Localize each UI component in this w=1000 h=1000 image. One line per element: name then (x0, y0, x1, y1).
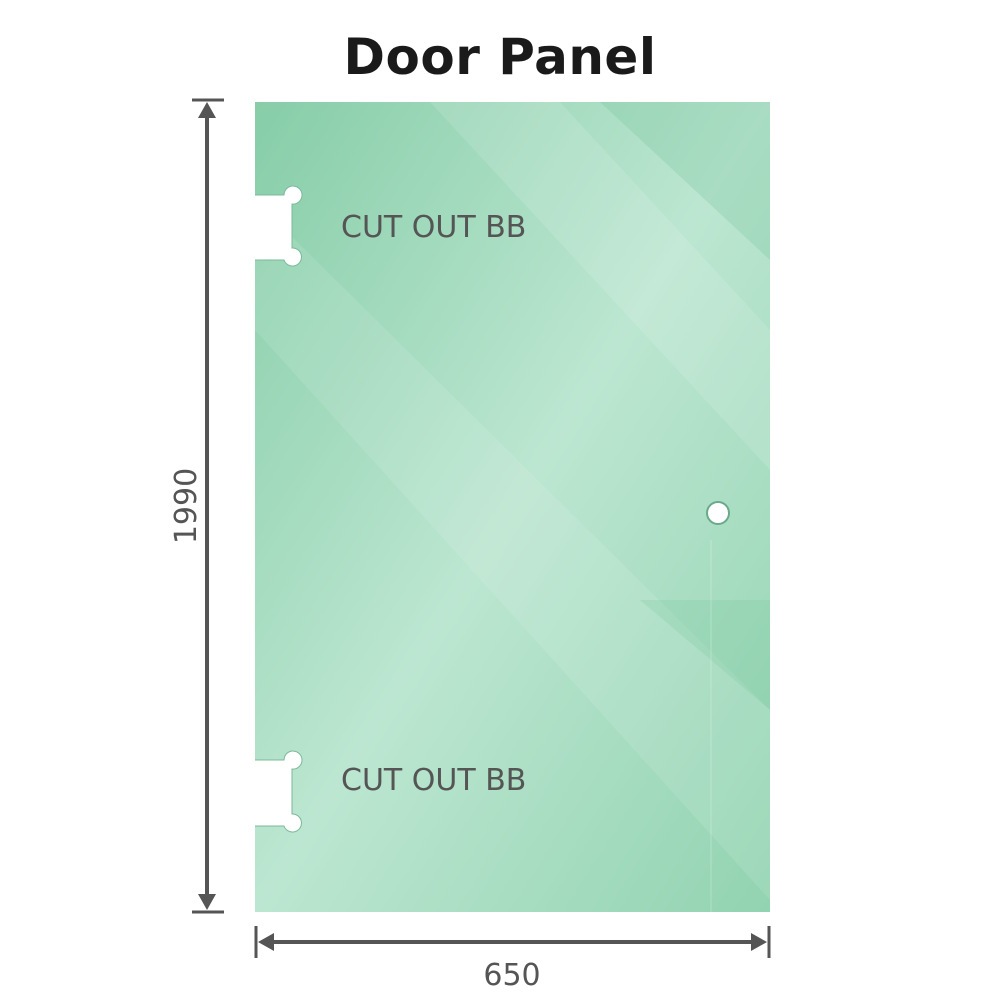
cutout-top-label: CUT OUT BB (341, 210, 526, 245)
cutout-bottom-label: CUT OUT BB (341, 763, 526, 798)
glass-panel (255, 102, 770, 912)
height-dimension-line (192, 98, 224, 914)
cutout-bottom (249, 750, 303, 833)
handle-hole (706, 501, 730, 525)
cutout-top (249, 185, 303, 267)
width-dimension-label: 650 (483, 958, 540, 993)
width-dimension-line (254, 926, 771, 958)
height-dimension-label: 1990 (169, 468, 204, 544)
diagram-title: Door Panel (343, 28, 657, 86)
